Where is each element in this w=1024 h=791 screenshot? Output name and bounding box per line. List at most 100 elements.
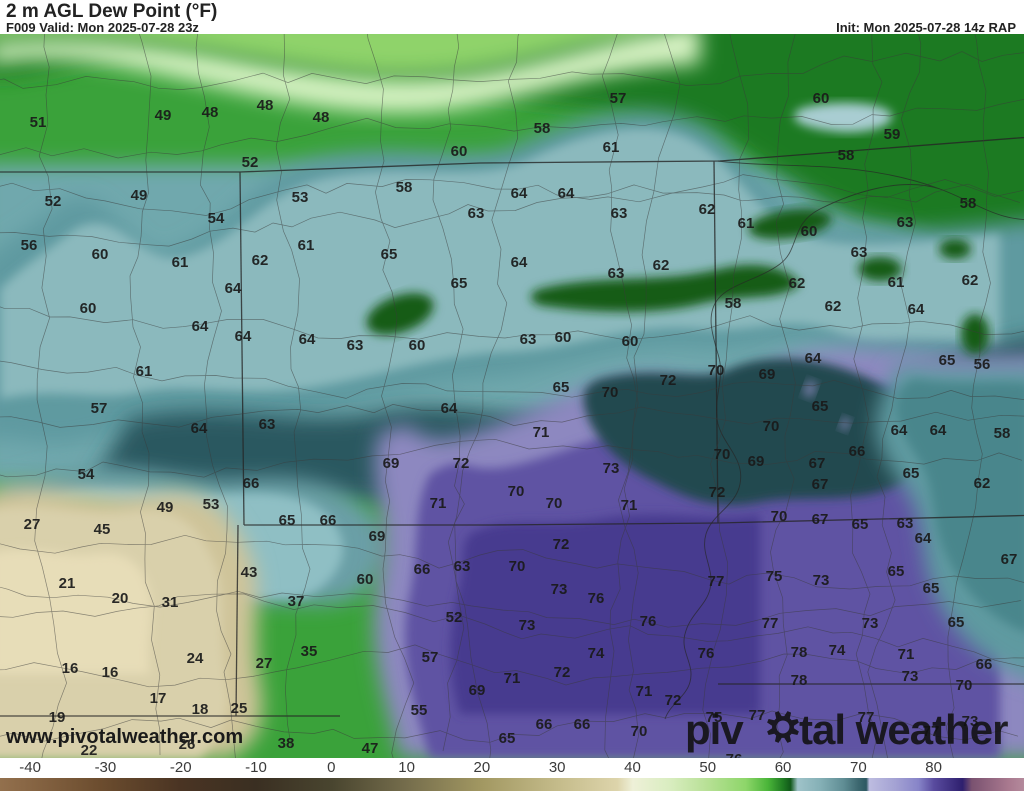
svg-text:56: 56 xyxy=(974,356,991,373)
svg-text:77: 77 xyxy=(708,573,725,590)
svg-text:60: 60 xyxy=(92,246,109,263)
svg-text:63: 63 xyxy=(851,244,868,261)
svg-text:60: 60 xyxy=(555,329,572,346)
svg-text:66: 66 xyxy=(414,561,431,578)
svg-text:63: 63 xyxy=(347,337,364,354)
svg-text:73: 73 xyxy=(519,617,536,634)
svg-text:48: 48 xyxy=(257,97,274,114)
svg-text:72: 72 xyxy=(660,372,677,389)
svg-text:35: 35 xyxy=(301,643,318,660)
svg-text:76: 76 xyxy=(640,613,657,630)
svg-text:78: 78 xyxy=(791,672,808,689)
svg-text:63: 63 xyxy=(259,416,276,433)
svg-text:66: 66 xyxy=(536,716,553,733)
svg-text:69: 69 xyxy=(383,455,400,472)
svg-text:64: 64 xyxy=(805,350,822,367)
svg-text:64: 64 xyxy=(192,318,209,335)
svg-text:58: 58 xyxy=(960,195,977,212)
svg-text:55: 55 xyxy=(411,702,428,719)
svg-text:71: 71 xyxy=(533,424,550,441)
svg-text:69: 69 xyxy=(369,528,386,545)
svg-text:65: 65 xyxy=(923,580,940,597)
svg-text:65: 65 xyxy=(451,275,468,292)
svg-text:64: 64 xyxy=(511,254,528,271)
svg-text:43: 43 xyxy=(241,564,258,581)
svg-text:53: 53 xyxy=(292,189,309,206)
svg-text:60: 60 xyxy=(813,90,830,107)
svg-text:58: 58 xyxy=(838,147,855,164)
svg-text:24: 24 xyxy=(187,650,204,667)
svg-text:64: 64 xyxy=(235,328,252,345)
svg-text:60: 60 xyxy=(801,223,818,240)
svg-text:49: 49 xyxy=(157,499,174,516)
svg-text:21: 21 xyxy=(59,575,76,592)
svg-text:72: 72 xyxy=(709,484,726,501)
svg-text:64: 64 xyxy=(225,280,242,297)
svg-text:70: 70 xyxy=(714,446,731,463)
svg-text:64: 64 xyxy=(191,420,208,437)
svg-text:52: 52 xyxy=(242,154,259,171)
svg-text:60: 60 xyxy=(409,337,426,354)
svg-text:75: 75 xyxy=(766,568,783,585)
svg-text:76: 76 xyxy=(588,590,605,607)
svg-text:70: 70 xyxy=(956,677,973,694)
svg-text:74: 74 xyxy=(829,642,846,659)
svg-text:63: 63 xyxy=(454,558,471,575)
svg-text:58: 58 xyxy=(994,425,1011,442)
svg-text:62: 62 xyxy=(962,272,979,289)
svg-text:63: 63 xyxy=(897,515,914,532)
svg-text:60: 60 xyxy=(622,333,639,350)
svg-text:70: 70 xyxy=(771,508,788,525)
svg-text:61: 61 xyxy=(603,139,620,156)
svg-text:67: 67 xyxy=(809,455,826,472)
svg-text:62: 62 xyxy=(825,298,842,315)
svg-text:48: 48 xyxy=(313,109,330,126)
svg-text:61: 61 xyxy=(738,215,755,232)
svg-text:60: 60 xyxy=(451,143,468,160)
svg-text:57: 57 xyxy=(610,90,627,107)
svg-text:65: 65 xyxy=(852,516,869,533)
svg-text:66: 66 xyxy=(574,716,591,733)
svg-text:54: 54 xyxy=(208,210,225,227)
svg-text:65: 65 xyxy=(279,512,296,529)
svg-text:64: 64 xyxy=(908,301,925,318)
svg-text:57: 57 xyxy=(91,400,108,417)
svg-text:70: 70 xyxy=(708,362,725,379)
svg-text:17: 17 xyxy=(150,690,167,707)
svg-text:74: 74 xyxy=(588,645,605,662)
svg-text:62: 62 xyxy=(252,252,269,269)
svg-text:16: 16 xyxy=(62,660,79,677)
svg-text:72: 72 xyxy=(553,536,570,553)
svg-text:63: 63 xyxy=(611,205,628,222)
svg-text:73: 73 xyxy=(813,572,830,589)
svg-text:49: 49 xyxy=(155,107,172,124)
svg-text:61: 61 xyxy=(298,237,315,254)
svg-text:71: 71 xyxy=(504,670,521,687)
svg-text:64: 64 xyxy=(915,530,932,547)
svg-text:71: 71 xyxy=(430,495,447,512)
svg-text:64: 64 xyxy=(891,422,908,439)
svg-text:16: 16 xyxy=(102,664,119,681)
svg-text:72: 72 xyxy=(554,664,571,681)
svg-text:70: 70 xyxy=(631,723,648,740)
svg-text:47: 47 xyxy=(362,740,379,757)
svg-text:54: 54 xyxy=(78,466,95,483)
svg-text:25: 25 xyxy=(231,700,248,717)
svg-text:72: 72 xyxy=(665,692,682,709)
svg-text:48: 48 xyxy=(202,104,219,121)
svg-text:65: 65 xyxy=(948,614,965,631)
svg-text:76: 76 xyxy=(698,645,715,662)
svg-text:67: 67 xyxy=(812,476,829,493)
svg-text:27: 27 xyxy=(256,655,273,672)
svg-text:71: 71 xyxy=(898,646,915,663)
svg-text:69: 69 xyxy=(748,453,765,470)
svg-text:65: 65 xyxy=(553,379,570,396)
svg-text:70: 70 xyxy=(508,483,525,500)
svg-text:49: 49 xyxy=(131,187,148,204)
svg-text:71: 71 xyxy=(621,497,638,514)
svg-text:65: 65 xyxy=(499,730,516,747)
svg-text:73: 73 xyxy=(551,581,568,598)
svg-text:71: 71 xyxy=(636,683,653,700)
svg-text:61: 61 xyxy=(888,274,905,291)
svg-text:57: 57 xyxy=(422,649,439,666)
